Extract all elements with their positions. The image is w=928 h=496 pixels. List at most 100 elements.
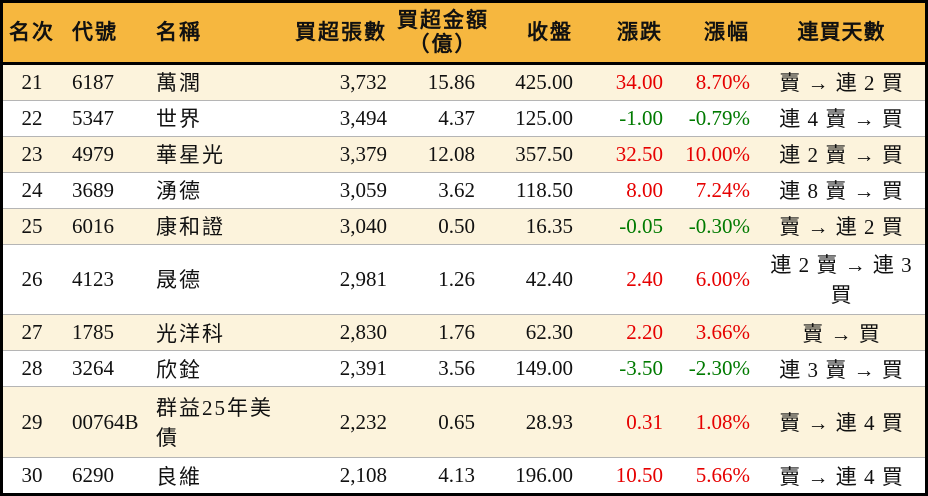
cell-close: 16.35 xyxy=(493,207,583,244)
cell-streak: 賣 → 連 2 買 xyxy=(779,71,904,96)
column-header-streak: 連買天數 xyxy=(758,3,925,65)
cell-streak: 連 3 賣 → 買 xyxy=(758,350,925,387)
column-header-change: 漲跌 xyxy=(583,3,673,65)
cell-rank: 22 xyxy=(3,99,61,137)
cell-rank: 30 xyxy=(3,457,61,493)
cell-streak: 連 4 賣 → 買 xyxy=(758,99,925,137)
cell-code: 6016 xyxy=(61,207,146,244)
cell-amount: 1.76 xyxy=(393,314,493,351)
table-row: 22 5347 世界 3,494 4.37 125.00 -1.00 -0.79% 連 4 賣 … xyxy=(3,99,925,137)
cell-change: -1.00 xyxy=(583,99,673,137)
cell-name: 世界 xyxy=(146,99,293,137)
cell-close: 118.50 xyxy=(493,171,583,209)
table-row: 23 4979 華星光 3,379 12.08 357.50 32.50 10.00% 連 2 … xyxy=(3,135,925,173)
cell-rank: 28 xyxy=(3,350,61,387)
cell-change: 0.31 xyxy=(583,386,673,458)
cell-change_pct: 1.08% xyxy=(673,386,758,458)
cell-rank: 23 xyxy=(3,135,61,173)
cell-name: 欣銓 xyxy=(146,350,293,387)
cell-rank: 27 xyxy=(3,314,61,351)
cell-rank: 24 xyxy=(3,171,61,209)
cell-amount: 3.62 xyxy=(393,171,493,209)
cell-close: 62.30 xyxy=(493,314,583,351)
column-header-label: 漲幅 xyxy=(704,20,750,45)
column-header-change_pct: 漲幅 xyxy=(673,3,758,65)
cell-change: -3.50 xyxy=(583,350,673,387)
cell-name: 光洋科 xyxy=(146,314,293,351)
cell-amount: 12.08 xyxy=(393,135,493,173)
cell-code: 3689 xyxy=(61,171,146,209)
header-row: 名次 代號 名稱 買超張數 買超金額 （億） 收盤 漲跌 漲幅 連買天數 xyxy=(3,3,925,65)
cell-amount: 3.56 xyxy=(393,350,493,387)
cell-streak: 連 2 賣 → 買 xyxy=(758,135,925,173)
cell-rank: 25 xyxy=(3,207,61,244)
cell-volume: 3,059 xyxy=(293,171,393,209)
cell-code: 6290 xyxy=(61,457,146,493)
cell-code: 3264 xyxy=(61,350,146,387)
column-header-label: 收盤 xyxy=(527,20,573,45)
cell-streak: 賣 → 買 xyxy=(758,314,925,351)
cell-amount: 4.37 xyxy=(393,99,493,137)
cell-change_pct: -0.30% xyxy=(673,207,758,244)
column-header-code: 代號 xyxy=(61,3,146,65)
cell-change: 2.20 xyxy=(583,314,673,351)
table-row: 24 3689 湧德 3,059 3.62 118.50 8.00 7.24% 連 8 賣 → … xyxy=(3,171,925,209)
column-header-label: 名次 xyxy=(9,20,55,45)
cell-volume: 2,108 xyxy=(293,457,393,493)
cell-code: 4979 xyxy=(61,135,146,173)
cell-volume: 2,830 xyxy=(293,314,393,351)
cell-volume: 2,232 xyxy=(293,386,393,458)
cell-amount: 0.65 xyxy=(393,386,493,458)
cell-change: 32.50 xyxy=(583,135,673,173)
cell-name: 湧德 xyxy=(146,171,293,209)
table-row: 27 1785 光洋科 2,830 1.76 62.30 2.20 3.66% 賣 → 買 xyxy=(3,314,925,351)
cell-close: 28.93 xyxy=(493,386,583,458)
cell-volume: 3,732 xyxy=(339,69,387,94)
cell-close: 196.00 xyxy=(493,457,583,493)
cell-code: 6187 xyxy=(72,69,114,94)
cell-change: 34.00 xyxy=(615,69,663,94)
column-header-name: 名稱 xyxy=(146,3,293,65)
cell-name: 萬潤 xyxy=(156,71,202,96)
cell-name: 良維 xyxy=(146,457,293,493)
cell-change: -0.05 xyxy=(583,207,673,244)
column-header-label: 漲跌 xyxy=(617,20,663,45)
column-header-amount: 買超金額 （億） xyxy=(393,3,493,65)
table-row: 26 4123 晟德 2,981 1.26 42.40 2.40 6.00% 連 2 賣 → 連… xyxy=(3,243,925,315)
table-row: 30 6290 良維 2,108 4.13 196.00 10.50 5.66% 賣 → 連 4… xyxy=(3,457,925,493)
cell-code: 00764B xyxy=(61,386,146,458)
cell-volume: 2,981 xyxy=(293,243,393,315)
cell-name: 華星光 xyxy=(146,135,293,173)
table-row: 25 6016 康和證 3,040 0.50 16.35 -0.05 -0.30% 賣 → 連 … xyxy=(3,207,925,244)
cell-streak: 連 2 賣 → 連 3 買 xyxy=(758,243,925,315)
column-header-close: 收盤 xyxy=(493,3,583,65)
table-row: 21 6187 萬潤 3,732 15.86 425.00 34.00 8.70% 賣 → 連 … xyxy=(3,63,925,101)
cell-amount: 4.13 xyxy=(393,457,493,493)
table-body: 21 6187 萬潤 3,732 15.86 425.00 34.00 8.70% 賣 → 連 … xyxy=(3,63,925,493)
cell-rank: 21 xyxy=(21,69,43,94)
cell-change_pct: 8.70% xyxy=(695,69,750,94)
cell-name: 晟德 xyxy=(146,243,293,315)
column-header-label: 買超金額 xyxy=(397,8,489,33)
column-header-volume: 買超張數 xyxy=(293,3,393,65)
cell-streak: 連 8 賣 → 買 xyxy=(758,171,925,209)
cell-change_pct: 7.24% xyxy=(673,171,758,209)
cell-streak: 賣 → 連 4 買 xyxy=(758,457,925,493)
cell-volume: 3,379 xyxy=(293,135,393,173)
cell-close: 125.00 xyxy=(493,99,583,137)
cell-amount: 0.50 xyxy=(393,207,493,244)
cell-change: 2.40 xyxy=(583,243,673,315)
data-table: 名次 代號 名稱 買超張數 買超金額 （億） 收盤 漲跌 漲幅 連買天數 21 6187 萬潤 3,73… xyxy=(3,3,925,493)
cell-rank: 26 xyxy=(3,243,61,315)
column-header-sublabel: （億） xyxy=(408,32,478,57)
cell-code: 4123 xyxy=(61,243,146,315)
cell-code: 5347 xyxy=(61,99,146,137)
cell-name: 群益25年美債 xyxy=(146,386,293,458)
table-header: 名次 代號 名稱 買超張數 買超金額 （億） 收盤 漲跌 漲幅 連買天數 xyxy=(3,3,925,65)
cell-code: 1785 xyxy=(61,314,146,351)
cell-streak: 賣 → 連 2 買 xyxy=(758,207,925,244)
column-header-label: 名稱 xyxy=(156,20,202,45)
cell-volume: 2,391 xyxy=(293,350,393,387)
cell-close: 357.50 xyxy=(493,135,583,173)
